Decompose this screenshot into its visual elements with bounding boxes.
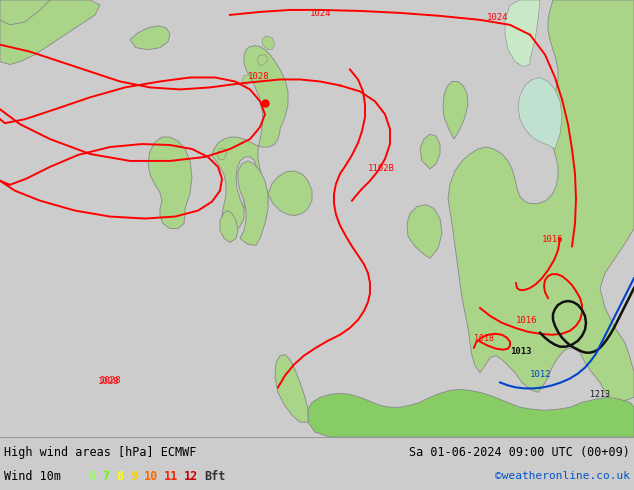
Text: 1024: 1024	[310, 9, 332, 18]
Text: 1028: 1028	[100, 376, 122, 386]
Text: 6: 6	[88, 469, 95, 483]
Polygon shape	[148, 137, 192, 228]
Text: 1018: 1018	[474, 334, 494, 343]
Text: 8: 8	[116, 469, 123, 483]
Text: 1024: 1024	[487, 13, 508, 22]
Polygon shape	[275, 355, 308, 422]
Text: 7: 7	[102, 469, 109, 483]
Text: 1012: 1012	[530, 370, 552, 379]
Text: 11: 11	[164, 469, 178, 483]
Text: 1213: 1213	[590, 391, 610, 399]
Polygon shape	[220, 211, 238, 243]
Text: Wind 10m: Wind 10m	[4, 469, 61, 483]
Text: 1013: 1013	[510, 346, 531, 356]
Text: 1016: 1016	[516, 316, 538, 325]
Text: 1028: 1028	[248, 73, 269, 81]
Polygon shape	[518, 77, 562, 149]
Polygon shape	[217, 148, 227, 160]
Text: 10: 10	[144, 469, 158, 483]
Text: 1028: 1028	[98, 377, 119, 387]
Text: ©weatheronline.co.uk: ©weatheronline.co.uk	[495, 471, 630, 481]
Polygon shape	[257, 54, 268, 66]
Polygon shape	[242, 74, 252, 85]
Polygon shape	[238, 161, 268, 245]
Polygon shape	[407, 205, 442, 258]
Polygon shape	[130, 26, 170, 49]
Polygon shape	[448, 0, 634, 402]
Text: 1016: 1016	[542, 235, 564, 245]
Polygon shape	[262, 36, 275, 49]
Text: Bft: Bft	[204, 469, 225, 483]
Polygon shape	[0, 0, 50, 25]
Polygon shape	[212, 46, 288, 233]
Polygon shape	[308, 390, 634, 437]
Text: High wind areas [hPa] ECMWF: High wind areas [hPa] ECMWF	[4, 445, 197, 459]
Polygon shape	[443, 81, 468, 139]
Text: 9: 9	[130, 469, 137, 483]
Polygon shape	[420, 134, 440, 169]
Text: 1102B: 1102B	[368, 164, 395, 173]
Polygon shape	[0, 0, 100, 65]
Text: Sa 01-06-2024 09:00 UTC (00+09): Sa 01-06-2024 09:00 UTC (00+09)	[409, 445, 630, 459]
Text: 12: 12	[184, 469, 198, 483]
Polygon shape	[505, 0, 540, 67]
Polygon shape	[268, 171, 312, 216]
